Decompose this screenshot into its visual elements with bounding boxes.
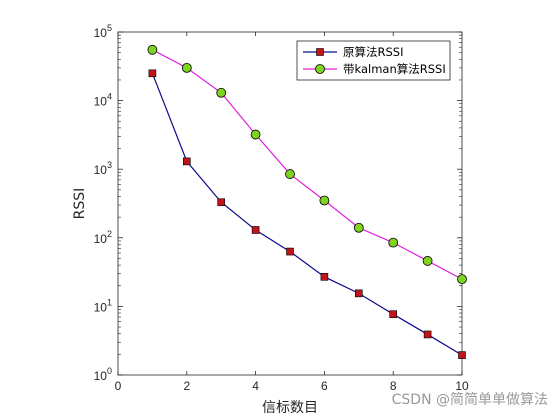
- y-tick-label: 103: [94, 160, 112, 177]
- y-tick-exponent: 4: [107, 92, 112, 102]
- x-tick-label: 4: [252, 379, 259, 393]
- y-axis-label: RSSI: [72, 188, 88, 220]
- legend-label-2: 带kalman算法RSSI: [343, 62, 446, 76]
- data-point-series-1: [458, 351, 466, 359]
- y-tick-exponent: 0: [107, 366, 112, 376]
- plot-frame: [117, 31, 463, 376]
- legend: 原算法RSSI 带kalman算法RSSI: [296, 40, 451, 81]
- y-tick-base: 10: [94, 163, 108, 177]
- watermark-text: CSDN @简简单单做算法: [392, 391, 548, 408]
- y-tick-label: 102: [94, 229, 112, 246]
- data-point-series-2: [250, 129, 261, 140]
- data-point-series-2: [319, 195, 330, 206]
- data-point-series-1: [148, 69, 157, 78]
- x-tick-label: 8: [390, 379, 397, 393]
- series-line-1: [151, 73, 463, 356]
- y-tick-label: 100: [94, 366, 112, 383]
- y-tick-base: 10: [94, 232, 108, 246]
- x-tick-label: 2: [183, 379, 190, 393]
- data-point-series-2: [388, 237, 399, 248]
- legend-box: [296, 40, 451, 81]
- legend-marker-2: [315, 64, 325, 74]
- x-axis-label: 信标数目: [262, 400, 318, 416]
- legend-marker-1: [316, 48, 324, 56]
- data-point-series-1: [251, 226, 260, 234]
- legend-label-1: 原算法RSSI: [343, 45, 403, 59]
- x-tick-label: 0: [115, 379, 122, 393]
- y-tick-exponent: 1: [107, 297, 112, 307]
- data-point-series-2: [422, 256, 433, 266]
- y-tick-label: 104: [94, 92, 112, 109]
- data-point-series-1: [217, 198, 225, 207]
- y-tick-exponent: 2: [107, 229, 112, 239]
- data-point-series-1: [389, 310, 398, 318]
- y-tick-label: 101: [94, 297, 112, 314]
- y-tick-base: 10: [94, 369, 108, 383]
- y-tick-base: 10: [94, 26, 108, 40]
- series-layer: [147, 44, 467, 359]
- data-point-series-1: [286, 247, 294, 256]
- data-point-series-2: [181, 62, 192, 73]
- y-tick-base: 10: [94, 300, 108, 314]
- y-tick-base: 10: [94, 95, 108, 109]
- data-point-series-1: [354, 289, 363, 298]
- data-point-series-1: [183, 157, 191, 166]
- y-tick-label: 105: [94, 23, 112, 40]
- data-point-series-2: [353, 222, 364, 233]
- x-tick-label: 6: [321, 379, 328, 393]
- data-point-series-2: [147, 44, 158, 55]
- data-point-series-2: [285, 169, 295, 179]
- y-tick-exponent: 5: [107, 23, 112, 33]
- y-tick-exponent: 3: [107, 160, 112, 170]
- data-point-series-1: [423, 330, 432, 339]
- data-point-series-2: [216, 87, 227, 98]
- x-tick-label: 10: [455, 379, 469, 393]
- data-point-series-1: [320, 273, 329, 281]
- data-point-series-2: [457, 274, 467, 285]
- series-line-2: [152, 49, 463, 280]
